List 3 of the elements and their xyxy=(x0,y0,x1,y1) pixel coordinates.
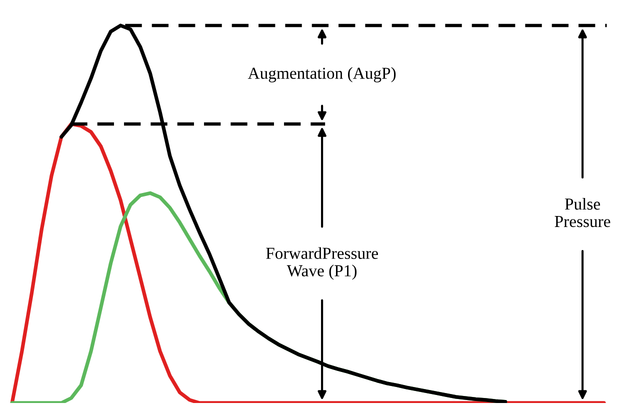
annotation: ForwardPressure Wave (P1) xyxy=(266,247,378,280)
annotation: Pulse Pressure xyxy=(554,198,610,228)
annotation: Augmentation (AugP) xyxy=(248,67,396,82)
